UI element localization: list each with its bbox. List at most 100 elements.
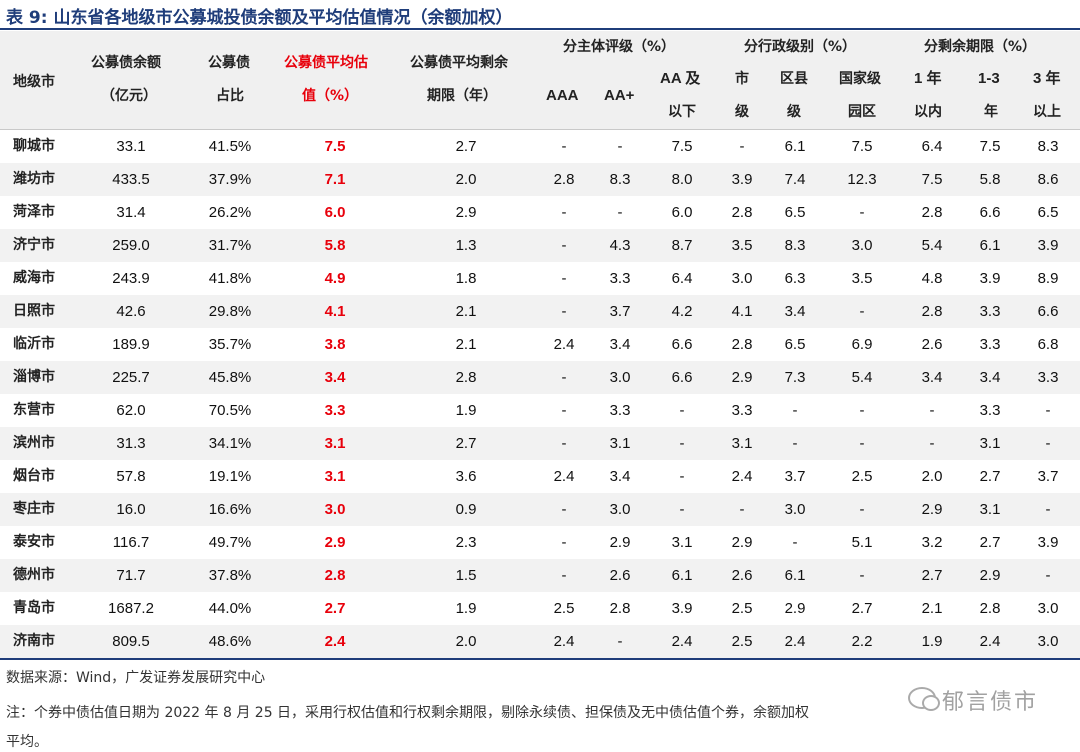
- cell-aaplus: 8.3: [609, 171, 631, 188]
- cell-admin-county: 8.3: [784, 237, 806, 254]
- cell-remain-1-3y: 3.1: [979, 435, 1001, 452]
- cell-share: 26.2%: [208, 204, 252, 221]
- table-row: 菏泽市 31.4 26.2% 6.0 2.9 - - 6.0 2.8 6.5 - 2.8 6.6 6.5: [0, 196, 1080, 229]
- cell-admin-city: -: [739, 501, 745, 518]
- cell-remain-3y: 6.8: [1037, 336, 1059, 353]
- header-admin-park-line1: 国家级: [839, 71, 881, 87]
- header-valuation-line1: 公募债平均估: [284, 55, 368, 71]
- cell-valuation: 6.0: [324, 204, 346, 221]
- cell-admin-county: 3.4: [784, 303, 806, 320]
- cell-city: 烟台市: [13, 468, 55, 484]
- table-row: 滨州市 31.3 34.1% 3.1 2.7 - 3.1 - 3.1 - - - 3.1 -: [0, 427, 1080, 460]
- cell-share: 70.5%: [208, 402, 252, 419]
- cell-admin-county: 6.1: [784, 567, 806, 584]
- cell-admin-county: -: [792, 534, 798, 551]
- cell-city: 东营市: [13, 402, 55, 418]
- cell-remain-1-3y: 2.4: [979, 633, 1001, 650]
- cell-admin-city: 3.9: [731, 171, 753, 188]
- header-share-line2: 占比: [216, 88, 244, 104]
- cell-valuation: 2.8: [324, 567, 346, 584]
- cell-admin-county: 3.7: [784, 468, 806, 485]
- cell-valuation: 5.8: [324, 237, 346, 254]
- cell-admin-city: 3.3: [731, 402, 753, 419]
- cell-share: 37.9%: [208, 171, 252, 188]
- cell-remain-1y: 7.5: [921, 171, 943, 188]
- cell-aaplus: 3.4: [609, 336, 631, 353]
- cell-balance: 259.0: [112, 237, 150, 254]
- cell-admin-city: 2.9: [731, 369, 753, 386]
- header-admin-city-line1: 市: [735, 71, 749, 87]
- header-remain-group: 分剩余期限（%）: [924, 39, 1037, 55]
- table-note-line1: 注：个券中债估值日期为 2022 年 8 月 25 日，采用行权估值和行权剩余期…: [6, 705, 810, 721]
- header-admin-city-line2: 级: [735, 104, 749, 120]
- cell-city: 济宁市: [13, 237, 55, 253]
- table-row: 泰安市 116.7 49.7% 2.9 2.3 - 2.9 3.1 2.9 - 5.1 3.2 2.7 3…: [0, 526, 1080, 559]
- header-share-line1: 公募债: [208, 55, 250, 71]
- cell-aaplus: -: [617, 138, 623, 155]
- cell-remain-3y: 3.9: [1037, 534, 1059, 551]
- header-aaa: AAA: [546, 87, 579, 104]
- cell-aa-below: -: [679, 435, 685, 452]
- cell-valuation: 7.1: [324, 171, 346, 188]
- cell-valuation: 2.4: [324, 633, 346, 650]
- cell-aa-below: 6.4: [671, 270, 693, 287]
- table-row: 德州市 71.7 37.8% 2.8 1.5 - 2.6 6.1 2.6 6.1 - 2.7 2.9 -: [0, 559, 1080, 592]
- cell-aa-below: 7.5: [671, 138, 693, 155]
- cell-admin-county: 6.1: [784, 138, 806, 155]
- cell-admin-park: -: [859, 501, 865, 518]
- table-row: 济南市 809.5 48.6% 2.4 2.0 2.4 - 2.4 2.5 2.4 2.2 1.9 2.…: [0, 625, 1080, 658]
- cell-share: 41.8%: [208, 270, 252, 287]
- data-source: 数据来源：Wind，广发证券发展研究中心: [6, 670, 266, 686]
- cell-term: 2.0: [455, 633, 477, 650]
- cell-remain-3y: 8.6: [1037, 171, 1059, 188]
- cell-admin-city: 2.5: [731, 600, 753, 617]
- cell-admin-county: 7.3: [784, 369, 806, 386]
- cell-remain-1-3y: 3.3: [979, 336, 1001, 353]
- table-row: 济宁市 259.0 31.7% 5.8 1.3 - 4.3 8.7 3.5 8.3 3.0 5.4 6.…: [0, 229, 1080, 262]
- cell-aa-below: 6.0: [671, 204, 693, 221]
- cell-city: 潍坊市: [13, 171, 55, 187]
- cell-balance: 62.0: [116, 402, 146, 419]
- cell-remain-1-3y: 3.3: [979, 402, 1001, 419]
- cell-term: 3.6: [455, 468, 477, 485]
- cell-aaa: -: [561, 501, 567, 518]
- cell-aa-below: -: [679, 501, 685, 518]
- cell-admin-park: -: [859, 303, 865, 320]
- cell-remain-1y: 1.9: [921, 633, 943, 650]
- cell-remain-1y: 2.8: [921, 204, 943, 221]
- cell-remain-1y: 3.2: [921, 534, 943, 551]
- cell-share: 41.5%: [208, 138, 252, 155]
- cell-balance: 31.3: [116, 435, 146, 452]
- cell-admin-city: 2.5: [731, 633, 753, 650]
- watermark-text: 郁言债市: [942, 690, 1039, 715]
- cell-remain-3y: 8.9: [1037, 270, 1059, 287]
- cell-balance: 57.8: [116, 468, 146, 485]
- cell-remain-1y: 4.8: [921, 270, 943, 287]
- header-r13-line2: 年: [984, 104, 998, 120]
- bottom-rule: [0, 658, 1080, 660]
- cell-share: 34.1%: [208, 435, 252, 452]
- wechat-icon: [908, 687, 940, 711]
- cell-city: 聊城市: [13, 138, 55, 154]
- cell-share: 16.6%: [208, 501, 252, 518]
- cell-admin-city: -: [739, 138, 745, 155]
- cell-admin-city: 4.1: [731, 303, 753, 320]
- header-valuation-line2: 值（%）: [302, 88, 359, 104]
- cell-aaplus: 3.4: [609, 468, 631, 485]
- table-row: 烟台市 57.8 19.1% 3.1 3.6 2.4 3.4 - 2.4 3.7 2.5 2.0 2.7…: [0, 460, 1080, 493]
- cell-aaplus: -: [617, 633, 623, 650]
- cell-remain-3y: -: [1045, 567, 1051, 584]
- header-term-line2: 期限（年）: [427, 88, 497, 104]
- cell-valuation: 2.9: [324, 534, 346, 551]
- cell-admin-city: 2.9: [731, 534, 753, 551]
- cell-aaa: -: [561, 303, 567, 320]
- header-term-line1: 公募债平均剩余: [410, 55, 508, 71]
- cell-balance: 16.0: [116, 501, 146, 518]
- cell-admin-park: -: [859, 567, 865, 584]
- cell-valuation: 4.9: [324, 270, 346, 287]
- cell-aaplus: 3.3: [609, 270, 631, 287]
- cell-city: 滨州市: [13, 435, 55, 451]
- table-row: 日照市 42.6 29.8% 4.1 2.1 - 3.7 4.2 4.1 3.4 - 2.8 3.3 6.…: [0, 295, 1080, 328]
- cell-city: 临沂市: [13, 336, 55, 352]
- cell-aaa: -: [561, 204, 567, 221]
